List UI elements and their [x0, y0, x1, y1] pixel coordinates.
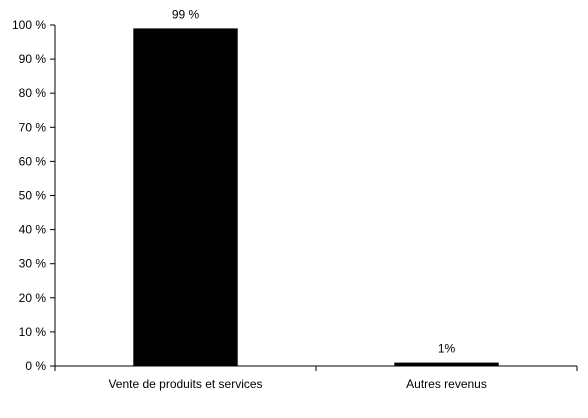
y-tick-label: 80 % — [19, 86, 47, 100]
x-category-label: Autres revenus — [406, 377, 487, 391]
y-tick-label: 10 % — [19, 325, 47, 339]
bar-value-label: 1% — [438, 342, 456, 356]
y-tick-label: 70 % — [19, 120, 47, 134]
y-tick-label: 100 % — [12, 18, 46, 32]
bars — [133, 28, 499, 366]
bar-value-label: 99 % — [172, 7, 200, 21]
data-labels: 99 % 1% — [172, 7, 456, 355]
bar-1 — [133, 28, 238, 366]
y-tick-label: 60 % — [19, 154, 47, 168]
y-tick-label: 20 % — [19, 291, 47, 305]
bar-2 — [394, 362, 499, 366]
y-axis-ticks: 0 % 10 % 20 % 30 % 40 % 50 % 60 % 70 % 80 % 90 % 1… — [12, 18, 55, 373]
y-tick-label: 90 % — [19, 52, 47, 66]
x-category-label: Vente de produits et services — [108, 377, 262, 391]
y-tick-label: 0 % — [25, 359, 46, 373]
y-tick-label: 40 % — [19, 223, 47, 237]
y-tick-label: 50 % — [19, 189, 47, 203]
y-tick-label: 30 % — [19, 257, 47, 271]
x-axis-ticks: Vente de produits et services Autres reve… — [54, 366, 578, 391]
